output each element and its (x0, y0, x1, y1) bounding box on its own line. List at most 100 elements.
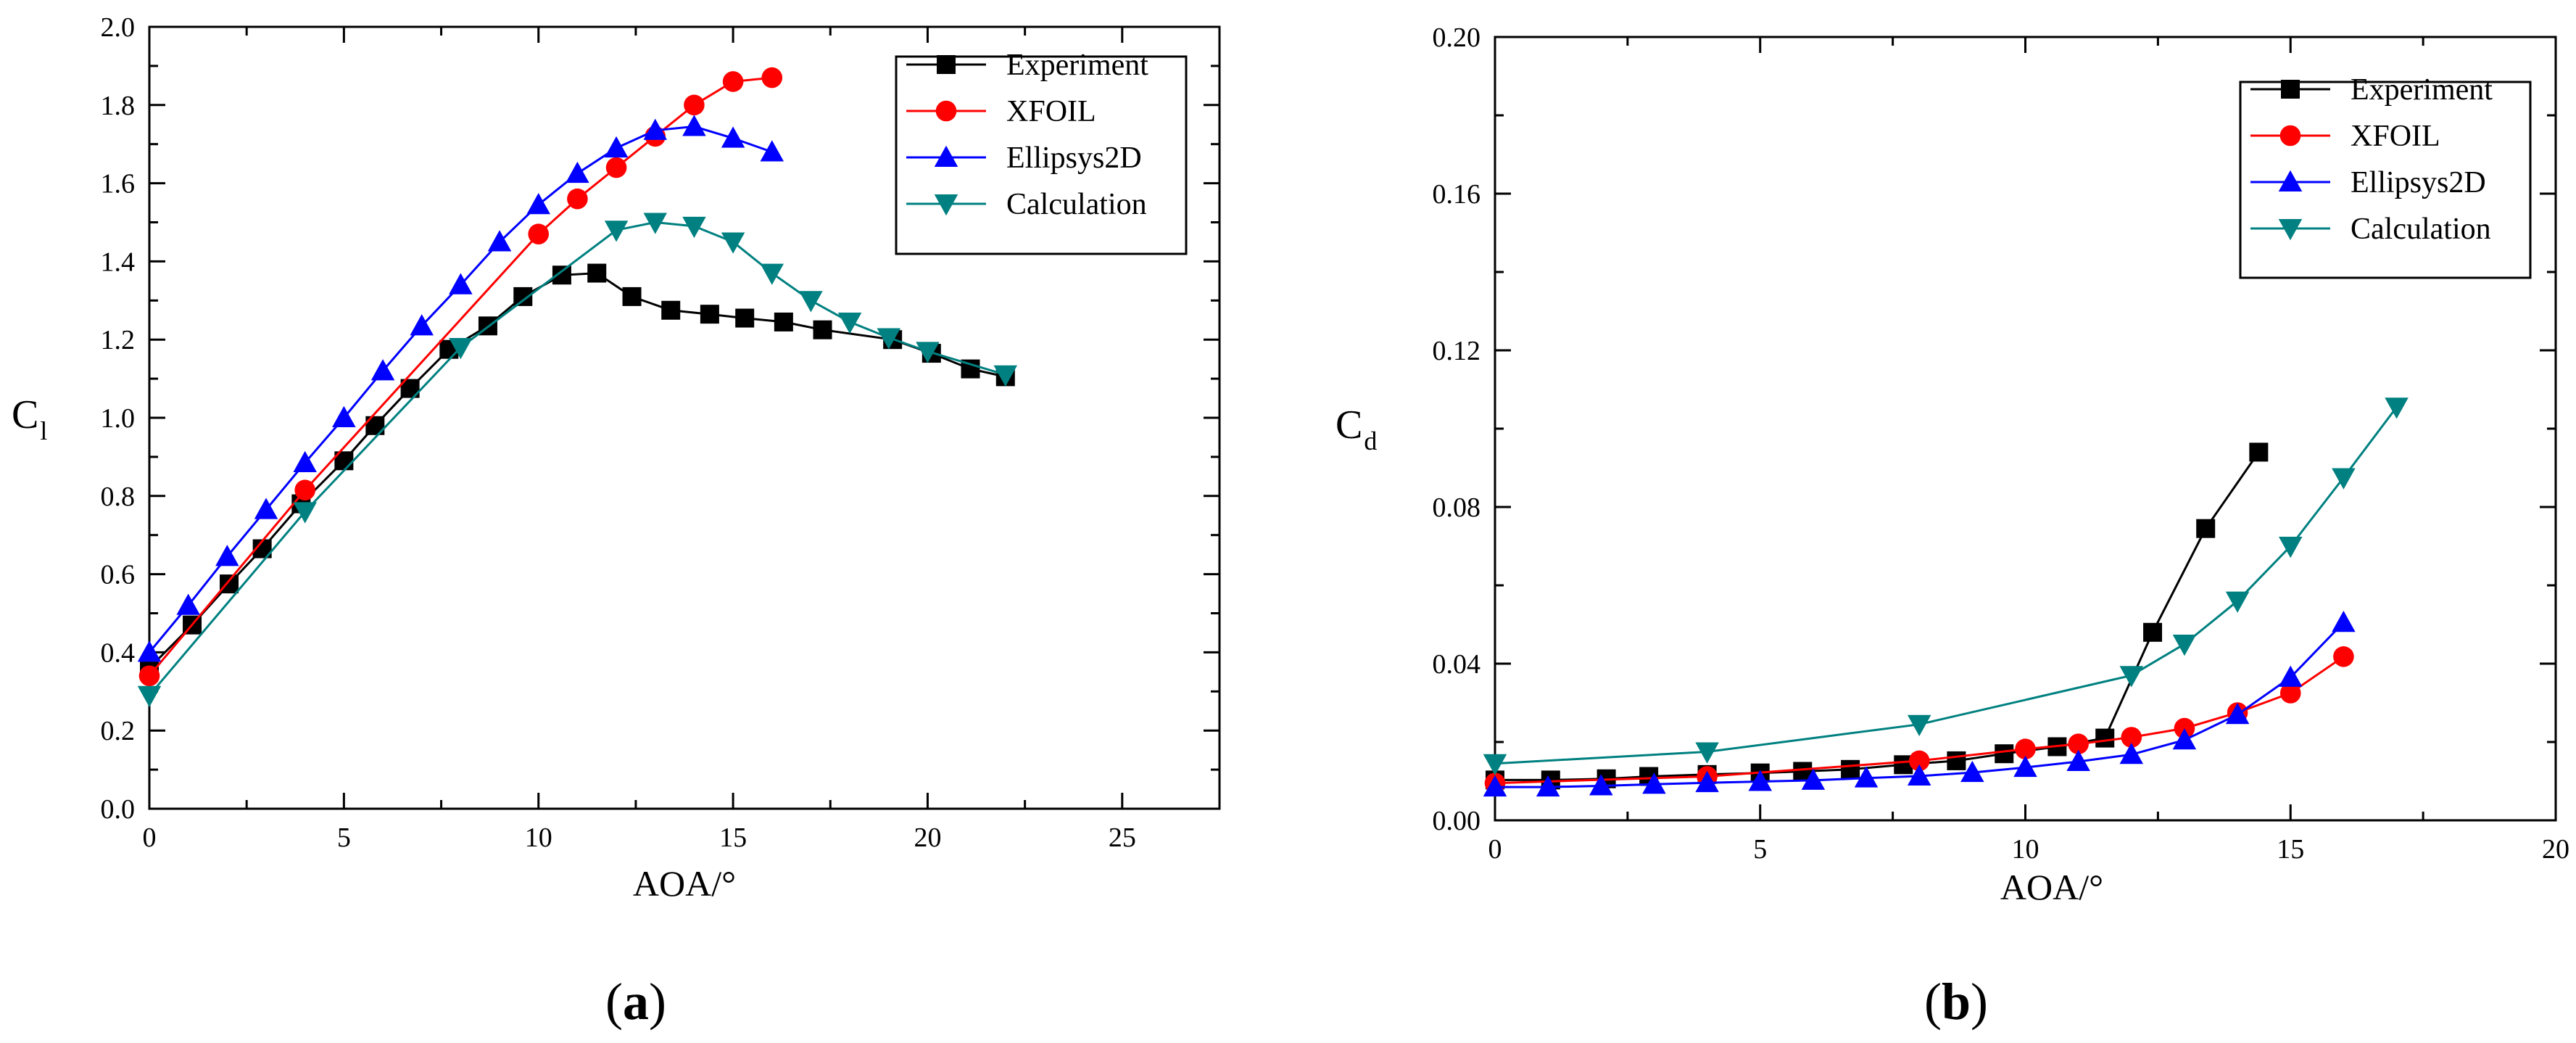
data-point-ellipsys2d (2172, 728, 2197, 750)
data-point-xfoil (605, 157, 627, 178)
data-point-calculation (449, 337, 473, 360)
data-point-ellipsys2d (1748, 770, 1772, 791)
x-tick-label: 0 (1488, 834, 1502, 865)
data-point-experiment (2249, 442, 2269, 462)
series-ellipsys2d (1483, 611, 2356, 797)
x-tick-label: 10 (525, 823, 552, 853)
y-tick-label: 0.16 (1433, 179, 1481, 210)
y-tick-label: 1.8 (101, 91, 136, 121)
data-point-xfoil (528, 223, 550, 244)
legend-a: Experiment XFOIL Ellipsys2D Calculation (895, 49, 1188, 255)
legend-marker-calculation (934, 194, 958, 216)
data-point-ellipsys2d (487, 230, 512, 252)
y-axis-label-a: Cl (12, 392, 47, 445)
data-point-ellipsys2d (254, 498, 278, 519)
data-point-ellipsys2d (721, 126, 745, 148)
legend-label-xfoil: XFOIL (1006, 95, 1096, 128)
x-tick-label: 15 (719, 823, 747, 853)
y-tick-label: 1.4 (101, 247, 136, 277)
series-xfoil (138, 67, 783, 687)
data-point-ellipsys2d (1589, 774, 1613, 796)
data-point-xfoil (138, 665, 160, 687)
data-point-xfoil (2121, 727, 2142, 748)
series-calculation (137, 213, 1018, 707)
data-point-ellipsys2d (370, 359, 395, 381)
data-point-xfoil (761, 67, 783, 88)
data-point-ellipsys2d (137, 640, 162, 662)
data-point-ellipsys2d (2013, 755, 2037, 778)
y-tick-label: 0.8 (101, 482, 136, 512)
data-point-xfoil (294, 479, 315, 501)
y-tick-label: 0.2 (101, 716, 136, 746)
series-layer-a (137, 67, 1018, 707)
data-point-experiment (587, 263, 607, 283)
data-point-calculation (799, 291, 823, 313)
x-axis-label-b: AOA/° (2000, 867, 2103, 907)
legend-marker-calculation (2278, 219, 2303, 241)
legend-label-calculation: Calculation (2351, 213, 2491, 246)
data-point-ellipsys2d (215, 545, 239, 566)
y-tick-label: 0.08 (1433, 492, 1481, 523)
data-point-ellipsys2d (1854, 766, 1879, 788)
series-ellipsys2d (137, 115, 784, 662)
panel-label-b: (b) (1924, 973, 1988, 1031)
data-point-xfoil (722, 71, 744, 92)
data-point-calculation (2332, 468, 2356, 490)
x-tick-label: 5 (337, 823, 351, 853)
x-tick-label: 25 (1109, 823, 1136, 853)
data-point-calculation (137, 685, 162, 707)
data-point-experiment (2143, 622, 2163, 642)
data-point-experiment (774, 312, 793, 331)
data-point-ellipsys2d (604, 136, 629, 158)
series-layer-b (1483, 397, 2409, 797)
data-point-ellipsys2d (1907, 764, 1931, 786)
data-point-calculation (1907, 714, 1931, 736)
x-tick-label: 0 (143, 823, 157, 853)
data-point-calculation (877, 328, 901, 350)
data-point-ellipsys2d (176, 593, 200, 615)
axis-ticks-a (148, 25, 1219, 810)
legend-label-ellipsys2d: Ellipsys2D (1006, 141, 1142, 175)
series-calculation (1483, 397, 2409, 775)
tick-labels-b: 0 5 10 15 20 0.00 0.04 0.08 0.12 0.16 0.20 (1433, 22, 2570, 865)
data-point-ellipsys2d (332, 405, 356, 427)
chart-panel-a: 0 5 10 15 20 25 0.0 0.2 0.4 0.6 0.8 1.0 1.2 1.4 1.6 1.8… (12, 12, 1221, 1031)
data-point-experiment (1947, 751, 1966, 770)
data-point-ellipsys2d (566, 161, 589, 184)
x-tick-label: 20 (914, 823, 941, 853)
legend-marker-ellipsys2d (934, 145, 958, 167)
data-point-calculation (682, 216, 706, 239)
data-point-experiment (700, 305, 719, 324)
data-point-ellipsys2d (2119, 743, 2144, 764)
legend-label-experiment: Experiment (2351, 73, 2493, 107)
data-point-calculation (2279, 537, 2303, 558)
legend-b: Experiment XFOIL Ellipsys2D Calculation (2239, 73, 2532, 279)
data-point-experiment (813, 320, 832, 339)
data-point-calculation (916, 342, 940, 363)
y-tick-label: 2.0 (101, 12, 136, 43)
data-point-ellipsys2d (2225, 702, 2250, 725)
data-point-experiment (2196, 519, 2216, 538)
legend-marker-xfoil (2279, 125, 2301, 147)
x-tick-label: 15 (2277, 834, 2304, 865)
data-point-xfoil (2279, 683, 2301, 704)
data-point-ellipsys2d (1642, 772, 1666, 794)
data-point-xfoil (684, 94, 705, 116)
chart-panel-b: 0 5 10 15 20 0.00 0.04 0.08 0.12 0.16 0.20 AOA/° C… (1335, 22, 2569, 1031)
data-point-calculation (1483, 754, 1507, 775)
x-tick-label: 20 (2542, 834, 2569, 865)
data-point-ellipsys2d (1536, 775, 1560, 797)
data-point-ellipsys2d (526, 192, 550, 215)
legend-marker-experiment (937, 55, 956, 74)
legend-marker-xfoil (935, 100, 957, 122)
y-tick-label: 1.2 (101, 325, 136, 355)
data-point-ellipsys2d (293, 450, 317, 472)
data-point-calculation (2119, 666, 2144, 688)
y-tick-label: 0.0 (101, 794, 136, 825)
legend-label-ellipsys2d: Ellipsys2D (2351, 166, 2486, 199)
y-tick-label: 1.6 (101, 169, 136, 199)
y-tick-label: 0.12 (1433, 336, 1481, 366)
y-tick-label: 0.6 (101, 560, 136, 590)
data-point-ellipsys2d (1483, 775, 1507, 797)
data-point-xfoil (567, 188, 588, 210)
